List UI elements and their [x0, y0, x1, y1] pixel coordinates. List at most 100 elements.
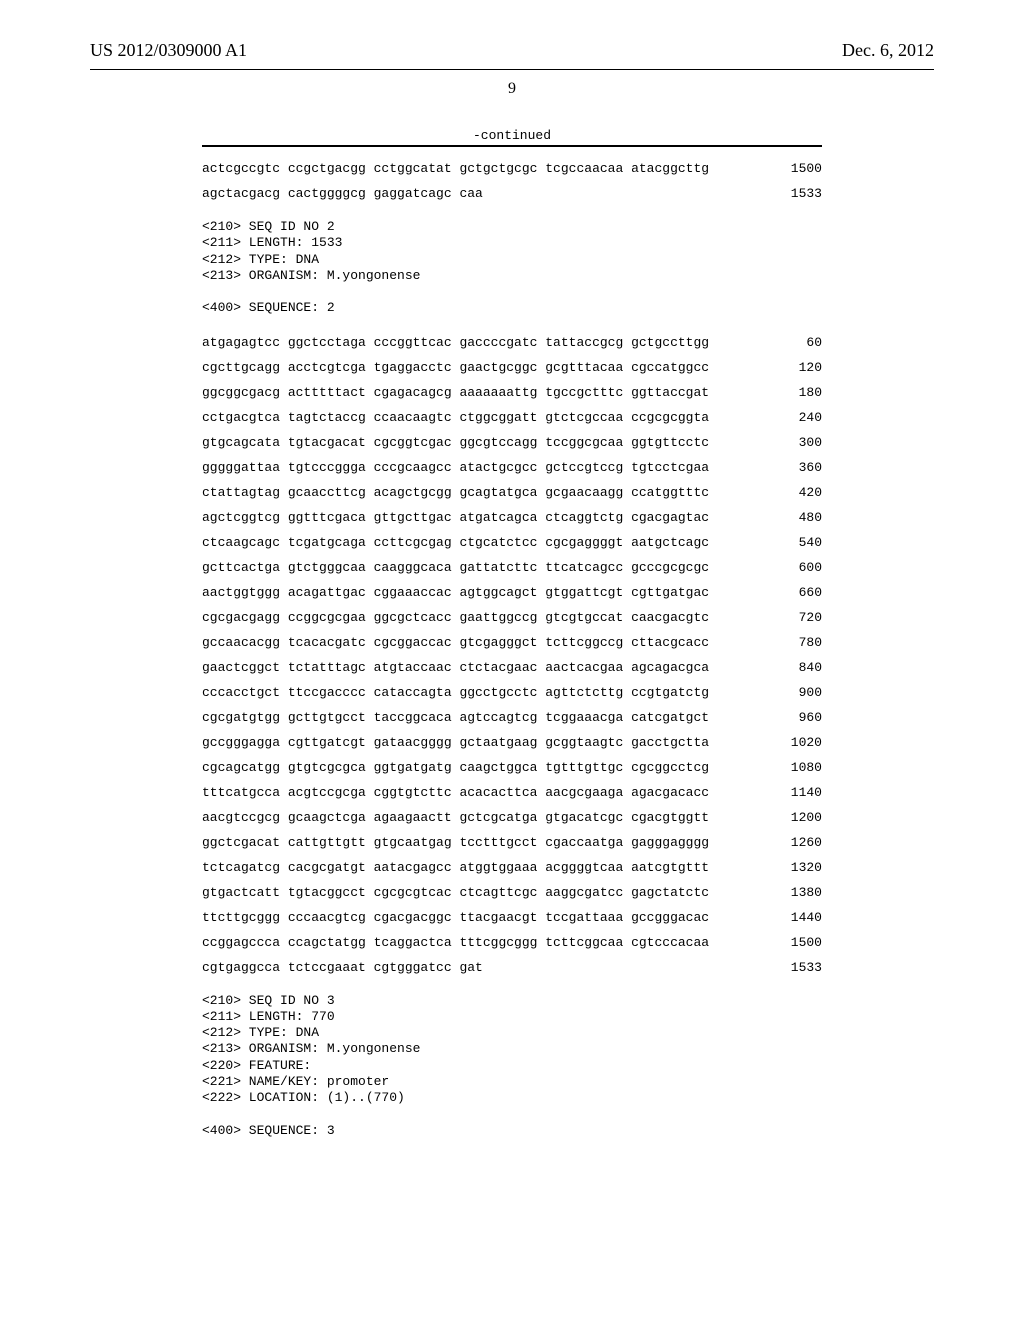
meta-line: <400> SEQUENCE: 2: [202, 300, 822, 316]
sequence-text: gtgcagcata tgtacgacat cgcggtcgac ggcgtcc…: [202, 435, 709, 450]
publication-date: Dec. 6, 2012: [842, 40, 934, 61]
sequence-position: 300: [782, 435, 822, 450]
sequence-position: 360: [782, 460, 822, 475]
sequence-position: 660: [782, 585, 822, 600]
sequence-position: 1533: [782, 186, 822, 201]
sequence-text: gcttcactga gtctgggcaa caagggcaca gattatc…: [202, 560, 709, 575]
sequence-text: cgcgacgagg ccggcgcgaa ggcgctcacc gaattgg…: [202, 610, 709, 625]
seq3-meta-block: <210> SEQ ID NO 3<211> LENGTH: 770<212> …: [202, 993, 822, 1139]
sequence-position: 480: [782, 510, 822, 525]
sequence-line: aactggtggg acagattgac cggaaaccac agtggca…: [202, 585, 822, 600]
sequence-text: aacgtccgcg gcaagctcga agaagaactt gctcgca…: [202, 810, 709, 825]
sequence-text: gaactcggct tctatttagc atgtaccaac ctctacg…: [202, 660, 709, 675]
document-page: US 2012/0309000 A1 Dec. 6, 2012 9 -conti…: [0, 0, 1024, 1197]
sequence-position: 120: [782, 360, 822, 375]
sequence-line: tctcagatcg cacgcgatgt aatacgagcc atggtgg…: [202, 860, 822, 875]
sequence-position: 1500: [782, 161, 822, 176]
meta-line: <221> NAME/KEY: promoter: [202, 1074, 822, 1090]
sequence-text: gccaacacgg tcacacgatc cgcggaccac gtcgagg…: [202, 635, 709, 650]
sequence-line: gtgcagcata tgtacgacat cgcggtcgac ggcgtcc…: [202, 435, 822, 450]
sequence-listing: -continued actcgccgtc ccgctgacgg cctggca…: [202, 128, 822, 1139]
sequence-line: gcttcactga gtctgggcaa caagggcaca gattatc…: [202, 560, 822, 575]
sequence-line: cccacctgct ttccgacccc cataccagta ggcctgc…: [202, 685, 822, 700]
sequence-text: gccgggagga cgttgatcgt gataacgggg gctaatg…: [202, 735, 709, 750]
seq2-body: atgagagtcc ggctcctaga cccggttcac gaccccg…: [202, 335, 822, 975]
sequence-position: 1140: [782, 785, 822, 800]
publication-number: US 2012/0309000 A1: [90, 40, 247, 61]
sequence-position: 60: [782, 335, 822, 350]
sequence-text: aactggtggg acagattgac cggaaaccac agtggca…: [202, 585, 709, 600]
meta-line: <220> FEATURE:: [202, 1058, 822, 1074]
sequence-position: 240: [782, 410, 822, 425]
sequence-text: agctacgacg cactggggcg gaggatcagc caa: [202, 186, 483, 201]
sequence-position: 840: [782, 660, 822, 675]
sequence-line: ggctcgacat cattgttgtt gtgcaatgag tcctttg…: [202, 835, 822, 850]
sequence-text: cgcagcatgg gtgtcgcgca ggtgatgatg caagctg…: [202, 760, 709, 775]
sequence-text: actcgccgtc ccgctgacgg cctggcatat gctgctg…: [202, 161, 709, 176]
sequence-text: cgcgatgtgg gcttgtgcct taccggcaca agtccag…: [202, 710, 709, 725]
meta-line: <213> ORGANISM: M.yongonense: [202, 268, 822, 284]
sequence-text: ctattagtag gcaaccttcg acagctgcgg gcagtat…: [202, 485, 709, 500]
sequence-line: cgcttgcagg acctcgtcga tgaggacctc gaactgc…: [202, 360, 822, 375]
sequence-text: gggggattaa tgtcccggga cccgcaagcc atactgc…: [202, 460, 709, 475]
sequence-line: aacgtccgcg gcaagctcga agaagaactt gctcgca…: [202, 810, 822, 825]
sequence-line: cctgacgtca tagtctaccg ccaacaagtc ctggcgg…: [202, 410, 822, 425]
sequence-text: atgagagtcc ggctcctaga cccggttcac gaccccg…: [202, 335, 709, 350]
sequence-text: cccacctgct ttccgacccc cataccagta ggcctgc…: [202, 685, 709, 700]
meta-line: <212> TYPE: DNA: [202, 1025, 822, 1041]
sequence-text: cgcttgcagg acctcgtcga tgaggacctc gaactgc…: [202, 360, 709, 375]
sequence-position: 420: [782, 485, 822, 500]
sequence-line: tttcatgcca acgtccgcga cggtgtcttc acacact…: [202, 785, 822, 800]
sequence-line: actcgccgtc ccgctgacgg cctggcatat gctgctg…: [202, 161, 822, 176]
sequence-text: ggctcgacat cattgttgtt gtgcaatgag tcctttg…: [202, 835, 709, 850]
sequence-text: ttcttgcggg cccaacgtcg cgacgacggc ttacgaa…: [202, 910, 709, 925]
sequence-text: agctcggtcg ggtttcgaca gttgcttgac atgatca…: [202, 510, 709, 525]
sequence-position: 1020: [782, 735, 822, 750]
sequence-line: agctcggtcg ggtttcgaca gttgcttgac atgatca…: [202, 510, 822, 525]
sequence-line: cgtgaggcca tctccgaaat cgtgggatcc gat1533: [202, 960, 822, 975]
sequence-line: ccggagccca ccagctatgg tcaggactca tttcggc…: [202, 935, 822, 950]
sequence-line: ttcttgcggg cccaacgtcg cgacgacggc ttacgaa…: [202, 910, 822, 925]
seq2-meta-block: <210> SEQ ID NO 2<211> LENGTH: 1533<212>…: [202, 219, 822, 317]
header-rule: [90, 69, 934, 70]
sequence-text: ggcggcgacg actttttact cgagacagcg aaaaaaa…: [202, 385, 709, 400]
sequence-position: 1533: [782, 960, 822, 975]
sequence-line: cgcgacgagg ccggcgcgaa ggcgctcacc gaattgg…: [202, 610, 822, 625]
sequence-position: 1380: [782, 885, 822, 900]
sequence-position: 540: [782, 535, 822, 550]
meta-line: [202, 1106, 822, 1122]
sequence-line: gaactcggct tctatttagc atgtaccaac ctctacg…: [202, 660, 822, 675]
sequence-line: ctattagtag gcaaccttcg acagctgcgg gcagtat…: [202, 485, 822, 500]
page-header: US 2012/0309000 A1 Dec. 6, 2012: [90, 40, 934, 61]
sequence-text: ccggagccca ccagctatgg tcaggactca tttcggc…: [202, 935, 709, 950]
sequence-line: agctacgacg cactggggcg gaggatcagc caa 1533: [202, 186, 822, 201]
sequence-line: gccgggagga cgttgatcgt gataacgggg gctaatg…: [202, 735, 822, 750]
sequence-position: 960: [782, 710, 822, 725]
meta-line: <213> ORGANISM: M.yongonense: [202, 1041, 822, 1057]
sequence-line: gccaacacgg tcacacgatc cgcggaccac gtcgagg…: [202, 635, 822, 650]
sequence-position: 1500: [782, 935, 822, 950]
meta-line: <212> TYPE: DNA: [202, 252, 822, 268]
meta-line: <222> LOCATION: (1)..(770): [202, 1090, 822, 1106]
meta-line: <210> SEQ ID NO 3: [202, 993, 822, 1009]
sequence-line: atgagagtcc ggctcctaga cccggttcac gaccccg…: [202, 335, 822, 350]
continued-label: -continued: [202, 128, 822, 143]
sequence-text: tttcatgcca acgtccgcga cggtgtcttc acacact…: [202, 785, 709, 800]
meta-line: [202, 284, 822, 300]
sequence-tail-block: actcgccgtc ccgctgacgg cctggcatat gctgctg…: [202, 161, 822, 201]
sequence-line: ggcggcgacg actttttact cgagacagcg aaaaaaa…: [202, 385, 822, 400]
sequence-text: gtgactcatt tgtacggcct cgcgcgtcac ctcagtt…: [202, 885, 709, 900]
meta-line: <400> SEQUENCE: 3: [202, 1123, 822, 1139]
sequence-position: 780: [782, 635, 822, 650]
meta-line: <210> SEQ ID NO 2: [202, 219, 822, 235]
sequence-line: gtgactcatt tgtacggcct cgcgcgtcac ctcagtt…: [202, 885, 822, 900]
sequence-position: 900: [782, 685, 822, 700]
page-number: 9: [90, 80, 934, 98]
sequence-position: 720: [782, 610, 822, 625]
sequence-position: 1320: [782, 860, 822, 875]
sequence-line: gggggattaa tgtcccggga cccgcaagcc atactgc…: [202, 460, 822, 475]
sequence-line: cgcgatgtgg gcttgtgcct taccggcaca agtccag…: [202, 710, 822, 725]
sequence-line: ctcaagcagc tcgatgcaga ccttcgcgag ctgcatc…: [202, 535, 822, 550]
sequence-text: ctcaagcagc tcgatgcaga ccttcgcgag ctgcatc…: [202, 535, 709, 550]
sequence-position: 1440: [782, 910, 822, 925]
